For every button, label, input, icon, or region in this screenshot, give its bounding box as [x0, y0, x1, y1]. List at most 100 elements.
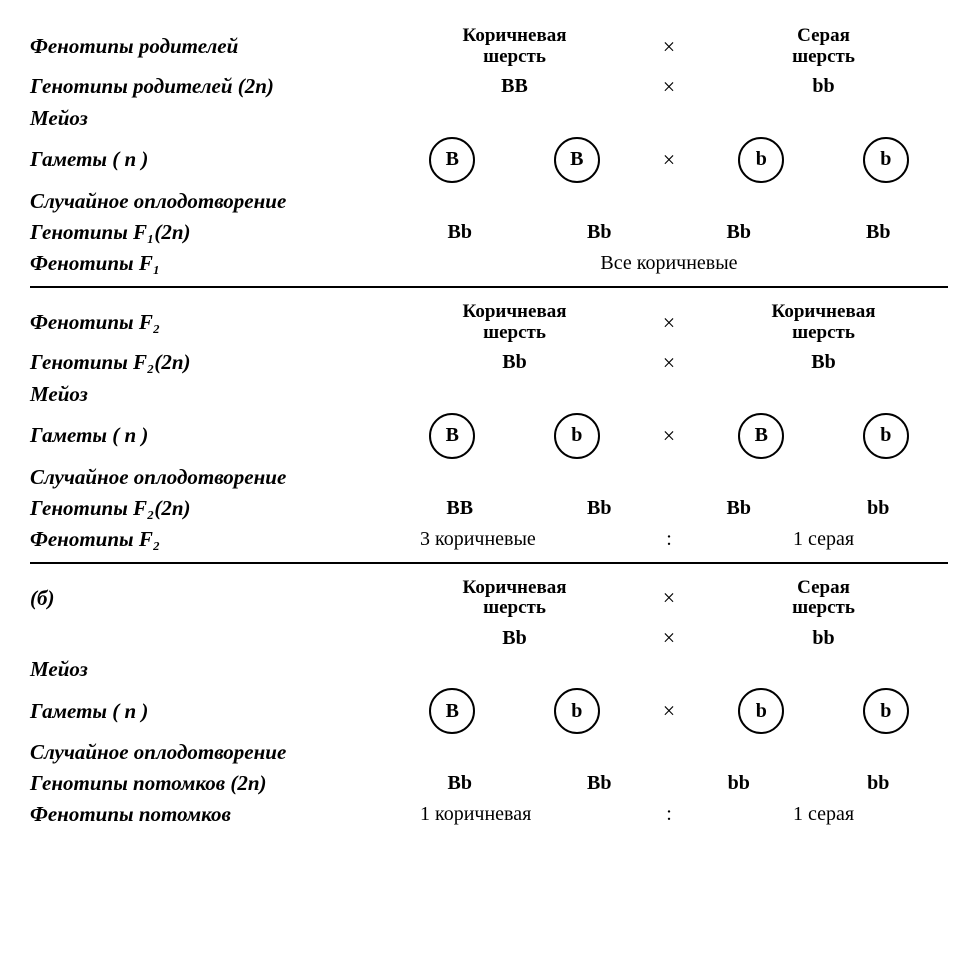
- cross: ×: [663, 34, 675, 60]
- gamete-3: b: [738, 137, 784, 183]
- label: Генотипы потомков (2n): [30, 771, 390, 796]
- f2-1: BB: [446, 497, 473, 520]
- cross: ×: [663, 147, 675, 173]
- s2-meiosis: Мейоз: [30, 382, 948, 407]
- label: (б): [30, 586, 390, 611]
- label: Фенотипы F₂: [30, 527, 390, 552]
- s3-header: (б) Коричневая шерсть × Серая шерсть: [30, 578, 948, 620]
- s1-phenotypes-f1: Фенотипы F₁ Все коричневые: [30, 251, 948, 276]
- s1-genotypes-parents: Генотипы родителей (2n) BB × bb: [30, 74, 948, 100]
- label: Генотипы F₂(2n): [30, 496, 390, 521]
- gamete-4: b: [863, 137, 909, 183]
- geno-right: bb: [812, 627, 834, 650]
- gamete-4: b: [863, 688, 909, 734]
- divider-1: [30, 286, 948, 288]
- cross: ×: [663, 310, 675, 336]
- s2-phenotypes-f2: Фенотипы F₂ Коричневая шерсть × Коричнев…: [30, 302, 948, 344]
- s3-genotypes: Bb × bb: [30, 625, 948, 651]
- label: Мейоз: [30, 657, 390, 682]
- ratio: 1 коричневая : 1 серая: [390, 803, 948, 826]
- cross: ×: [663, 423, 675, 449]
- ratio-right: 1 серая: [793, 528, 854, 551]
- ratio: 3 коричневые : 1 серая: [390, 528, 948, 551]
- label: Гаметы ( n ): [30, 147, 390, 172]
- label: Генотипы F₁(2n): [30, 220, 390, 245]
- s2-genotypes-f2: Генотипы F₂(2n) BB Bb Bb bb: [30, 496, 948, 521]
- cells: B b × b b: [390, 688, 948, 734]
- cells: B B × b b: [390, 137, 948, 183]
- gamete-1: B: [429, 137, 475, 183]
- s1-gametes: Гаметы ( n ) B B × b b: [30, 137, 948, 183]
- divider-2: [30, 562, 948, 564]
- cells: BB Bb Bb bb: [390, 497, 948, 520]
- s2-gametes: Гаметы ( n ) B b × B b: [30, 413, 948, 459]
- s3-random-fert: Случайное оплодотворение: [30, 740, 948, 765]
- cross: ×: [663, 585, 675, 611]
- cells: BB × bb: [390, 74, 948, 100]
- all-brown: Все коричневые: [600, 252, 737, 275]
- cells: Коричневая шерсть × Серая шерсть: [390, 578, 948, 620]
- label: Фенотипы потомков: [30, 802, 390, 827]
- s3-genotypes-offspring: Генотипы потомков (2n) Bb Bb bb bb: [30, 771, 948, 796]
- ratio-left: 1 коричневая: [390, 803, 531, 826]
- cells: Все коричневые: [390, 252, 948, 275]
- gamete-3: b: [738, 688, 784, 734]
- geno-left: Bb: [502, 627, 526, 650]
- off-3: bb: [728, 772, 750, 795]
- label: Гаметы ( n ): [30, 699, 390, 724]
- gamete-2: b: [554, 688, 600, 734]
- ratio-right: 1 серая: [793, 803, 854, 826]
- colon: :: [666, 803, 672, 826]
- s2-random-fert: Случайное оплодотворение: [30, 465, 948, 490]
- label: Гаметы ( n ): [30, 423, 390, 448]
- s2-phenotypes-f2-result: Фенотипы F₂ 3 коричневые : 1 серая: [30, 527, 948, 552]
- pheno-right: Серая шерсть: [792, 26, 855, 68]
- s3-meiosis: Мейоз: [30, 657, 948, 682]
- s3-gametes: Гаметы ( n ) B b × b b: [30, 688, 948, 734]
- gamete-3: B: [738, 413, 784, 459]
- label: Мейоз: [30, 382, 390, 407]
- cells: B b × B b: [390, 413, 948, 459]
- cross: ×: [663, 350, 675, 376]
- geno-left: Bb: [502, 351, 526, 374]
- s1-genotypes-f1: Генотипы F₁(2n) Bb Bb Bb Bb: [30, 220, 948, 245]
- pheno-left: Коричневая шерсть: [463, 578, 567, 620]
- label: Фенотипы F₂: [30, 310, 390, 335]
- s1-random-fert: Случайное оплодотворение: [30, 189, 948, 214]
- label: Случайное оплодотворение: [30, 740, 390, 765]
- f2-2: Bb: [587, 497, 611, 520]
- pheno-left: Коричневая шерсть: [463, 302, 567, 344]
- off-1: Bb: [448, 772, 472, 795]
- s1-meiosis: Мейоз: [30, 106, 948, 131]
- gamete-2: B: [554, 137, 600, 183]
- f2-3: Bb: [727, 497, 751, 520]
- off-4: bb: [867, 772, 889, 795]
- label: Случайное оплодотворение: [30, 189, 390, 214]
- geno-right: Bb: [811, 351, 835, 374]
- f1-4: Bb: [866, 221, 890, 244]
- cells: Bb Bb bb bb: [390, 772, 948, 795]
- cells: Коричневая шерсть × Серая шерсть: [390, 26, 948, 68]
- cells: Bb × bb: [390, 625, 948, 651]
- gamete-4: b: [863, 413, 909, 459]
- off-2: Bb: [587, 772, 611, 795]
- cross: ×: [663, 74, 675, 100]
- label: Генотипы F₂(2n): [30, 350, 390, 375]
- geno-right: bb: [812, 75, 834, 98]
- pheno-right: Серая шерсть: [792, 578, 855, 620]
- geno-left: BB: [501, 75, 528, 98]
- f1-1: Bb: [448, 221, 472, 244]
- label: Фенотипы F₁: [30, 251, 390, 276]
- gamete-1: B: [429, 688, 475, 734]
- gamete-1: B: [429, 413, 475, 459]
- cells: Bb Bb Bb Bb: [390, 221, 948, 244]
- pheno-right: Коричневая шерсть: [772, 302, 876, 344]
- s2-genotypes-f2-parents: Генотипы F₂(2n) Bb × Bb: [30, 350, 948, 376]
- label: Генотипы родителей (2n): [30, 74, 390, 99]
- label: Фенотипы родителей: [30, 34, 390, 59]
- ratio-left: 3 коричневые: [390, 528, 536, 551]
- gamete-2: b: [554, 413, 600, 459]
- s3-phenotypes-offspring: Фенотипы потомков 1 коричневая : 1 серая: [30, 802, 948, 827]
- s1-phenotypes-parents: Фенотипы родителей Коричневая шерсть × С…: [30, 26, 948, 68]
- cells: Bb × Bb: [390, 350, 948, 376]
